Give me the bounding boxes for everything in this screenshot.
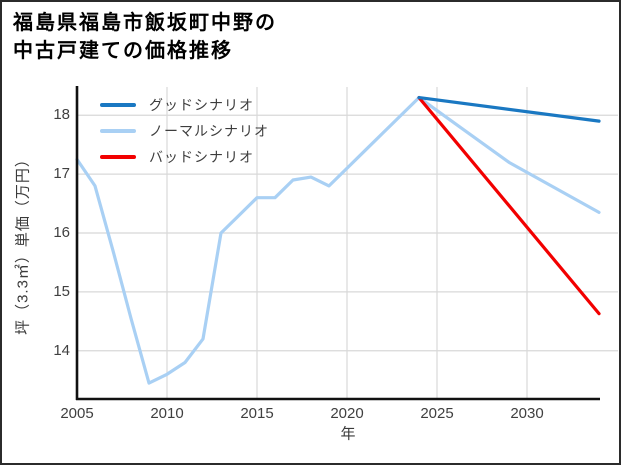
chart-title-line1: 福島県福島市飯坂町中野の	[13, 12, 277, 34]
series-line-2	[417, 95, 601, 316]
legend-item: グッドシナリオ	[100, 92, 269, 118]
legend-line-swatch-icon	[100, 129, 136, 133]
y-tick-label: 16	[53, 223, 70, 241]
legend-label: ノーマルシナリオ	[149, 123, 269, 139]
x-tick-label: 2030	[510, 405, 544, 422]
series-line-0	[417, 95, 601, 123]
legend-line-swatch-icon	[100, 103, 136, 107]
chart-title: 福島県福島市飯坂町中野の 中古戸建ての価格推移	[13, 9, 277, 65]
x-tick-label: 2010	[150, 405, 184, 422]
x-axis-label: 年	[340, 425, 356, 443]
legend-label: バッドシナリオ	[149, 149, 254, 165]
legend-item: バッドシナリオ	[100, 144, 269, 170]
legend-line-swatch-icon	[100, 155, 136, 159]
legend-item: ノーマルシナリオ	[100, 118, 269, 144]
x-tick-label: 2025	[420, 405, 454, 422]
legend-label: グッドシナリオ	[149, 97, 254, 113]
y-tick-label: 18	[53, 106, 70, 124]
legend: グッドシナリオ ノーマルシナリオ バッドシナリオ	[100, 92, 269, 170]
chart-title-line2: 中古戸建ての価格推移	[13, 40, 233, 62]
x-tick-label: 2020	[330, 405, 364, 422]
x-tick-label: 2005	[60, 405, 94, 422]
y-tick-label: 17	[53, 165, 70, 183]
series-line-1	[75, 95, 601, 385]
y-tick-label: 15	[53, 282, 70, 300]
x-tick-label: 2015	[240, 405, 274, 422]
y-tick-label: 14	[53, 341, 70, 359]
